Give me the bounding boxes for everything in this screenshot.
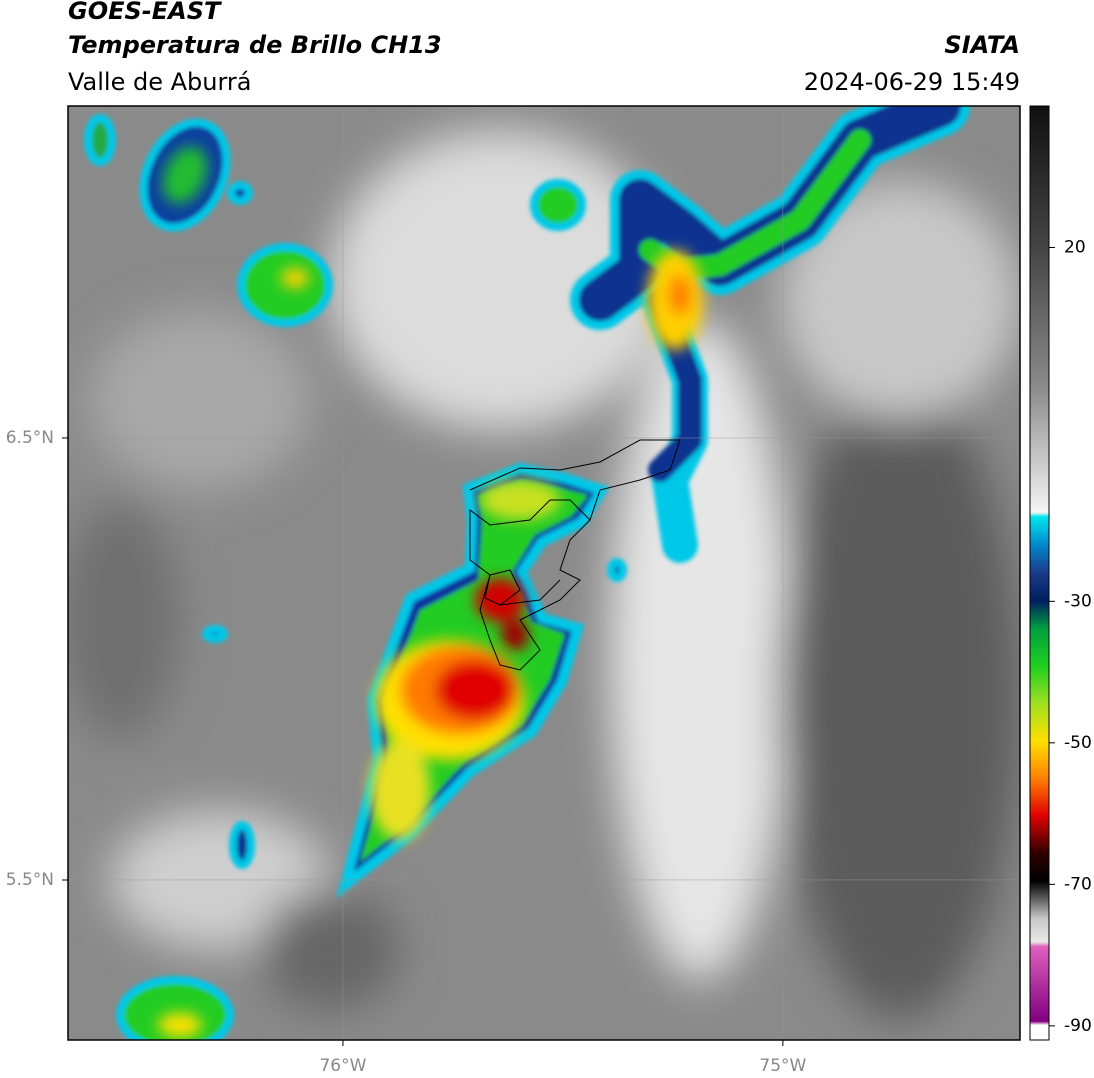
source: SIATA xyxy=(944,31,1020,59)
colorbar xyxy=(1029,105,1050,1041)
y-tick-label: 5.5°N xyxy=(6,870,54,890)
colorbar-tick-label: -50 xyxy=(1064,733,1092,753)
x-tick-label: 75°W xyxy=(759,1056,806,1076)
colorbar-tick-label: -30 xyxy=(1064,591,1092,611)
map-frame xyxy=(67,105,1021,1041)
datetime: 2024-06-29 15:49 xyxy=(804,68,1020,96)
colorbar-tick-label: -90 xyxy=(1064,1016,1092,1036)
imagery xyxy=(68,106,1020,1040)
colorbar-tick-label: -70 xyxy=(1064,874,1092,894)
colorbar-tick-label: 20 xyxy=(1064,238,1086,258)
y-tick-label: 6.5°N xyxy=(6,428,54,448)
x-tick-label: 76°W xyxy=(319,1056,366,1076)
axes xyxy=(68,106,1020,1040)
subtitle: Temperatura de Brillo CH13 xyxy=(68,31,442,59)
region: Valle de Aburrá xyxy=(68,68,252,96)
title: GOES-EAST xyxy=(68,0,222,25)
